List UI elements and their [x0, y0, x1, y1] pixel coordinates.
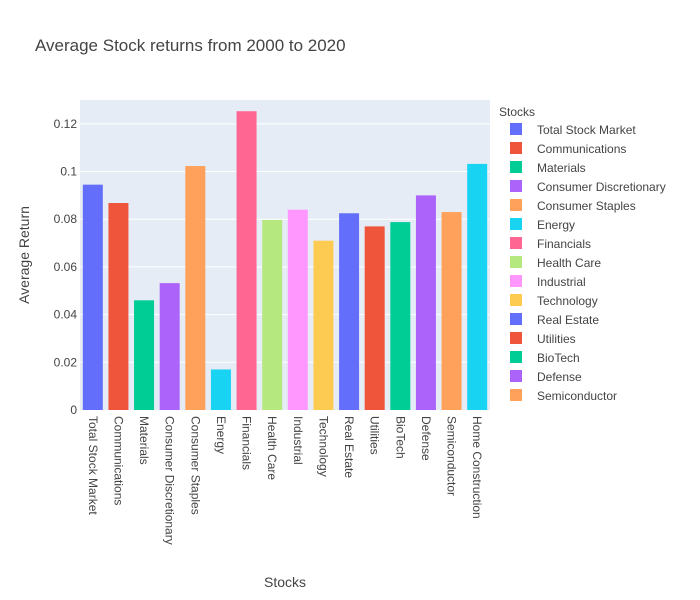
x-tick-label: Utilities: [368, 416, 382, 455]
legend-label: Industrial: [537, 275, 586, 289]
bar: [415, 195, 436, 410]
legend-swatch: [510, 275, 522, 287]
legend-swatch: [510, 351, 522, 363]
legend-label: Technology: [537, 294, 598, 308]
legend-swatch: [510, 313, 522, 325]
bar: [108, 203, 129, 410]
bar: [467, 163, 488, 410]
y-tick-label: 0: [70, 403, 77, 417]
legend-swatch: [510, 332, 522, 344]
legend-label: Materials: [537, 161, 586, 175]
y-tick-label: 0.08: [54, 212, 78, 226]
legend-swatch: [510, 370, 522, 382]
bar: [185, 166, 206, 410]
x-tick-label: Defense: [419, 416, 433, 461]
legend-swatch: [510, 294, 522, 306]
legend-item[interactable]: Real Estate: [510, 313, 599, 327]
bar: [82, 184, 103, 410]
legend-item[interactable]: Total Stock Market: [510, 123, 636, 137]
legend-label: Real Estate: [537, 313, 599, 327]
y-tick-label: 0.1: [60, 165, 77, 179]
legend-item[interactable]: Consumer Staples: [510, 199, 636, 213]
x-axis-ticks: Total Stock Market Communications Material…: [86, 416, 484, 545]
y-tick-label: 0.04: [54, 308, 78, 322]
x-tick-label: Consumer Discretionary: [163, 416, 177, 545]
x-tick-label: Semiconductor: [445, 416, 459, 496]
x-tick-label: Materials: [137, 416, 151, 465]
x-tick-label: Financials: [240, 416, 254, 470]
legend-swatch: [510, 142, 522, 154]
y-tick-label: 0.06: [54, 260, 78, 274]
bar: [441, 212, 462, 410]
bar: [236, 111, 257, 410]
y-tick-label: 0.12: [54, 117, 78, 131]
legend-item[interactable]: Energy: [510, 218, 575, 232]
bar: [159, 283, 180, 410]
legend-swatch: [510, 218, 522, 230]
x-tick-label: Consumer Staples: [188, 416, 202, 515]
legend-swatch: [510, 199, 522, 211]
legend-swatch: [510, 256, 522, 268]
bar: [210, 369, 231, 410]
x-tick-label: BioTech: [393, 416, 407, 459]
bars: [82, 111, 488, 410]
y-tick-label: 0.02: [54, 355, 78, 369]
legend-label: Semiconductor: [537, 389, 617, 403]
bar: [364, 226, 385, 410]
legend-item[interactable]: BioTech: [510, 351, 580, 365]
legend-item[interactable]: Semiconductor: [510, 389, 617, 403]
x-tick-label: Energy: [214, 416, 228, 454]
legend-item[interactable]: Technology: [510, 294, 598, 308]
x-tick-label: Industrial: [291, 416, 305, 465]
legend-item[interactable]: Utilities: [510, 332, 576, 346]
legend-label: Consumer Discretionary: [537, 180, 666, 194]
legend-swatch: [510, 123, 522, 135]
x-axis-title: Stocks: [264, 574, 306, 590]
x-tick-label: Communications: [111, 416, 125, 505]
legend-item[interactable]: Financials: [510, 237, 591, 251]
chart-title: Average Stock returns from 2000 to 2020: [35, 36, 346, 55]
legend-item[interactable]: Defense: [510, 370, 582, 384]
y-axis-ticks: 0 0.02 0.04 0.06 0.08 0.1 0.12: [54, 117, 78, 417]
legend-swatch: [510, 180, 522, 192]
legend-item[interactable]: Materials: [510, 161, 586, 175]
legend-label: Energy: [537, 218, 575, 232]
legend[interactable]: Total Stock Market Communications Material…: [510, 123, 666, 403]
legend-label: Consumer Staples: [537, 199, 636, 213]
bar: [134, 300, 155, 410]
bar: [339, 213, 360, 410]
legend-item[interactable]: Health Care: [510, 256, 601, 270]
bar: [262, 219, 283, 410]
bar: [313, 240, 334, 410]
legend-label: BioTech: [537, 351, 580, 365]
legend-label: Health Care: [537, 256, 601, 270]
x-tick-label: Health Care: [265, 416, 279, 480]
legend-label: Defense: [537, 370, 582, 384]
legend-swatch: [510, 237, 522, 249]
legend-item[interactable]: Communications: [510, 142, 626, 156]
legend-label: Financials: [537, 237, 591, 251]
legend-label: Communications: [537, 142, 626, 156]
legend-swatch: [510, 389, 522, 401]
legend-label: Utilities: [537, 332, 576, 346]
x-tick-label: Real Estate: [342, 416, 356, 478]
legend-label: Total Stock Market: [537, 123, 636, 137]
x-tick-label: Home Construction: [470, 416, 484, 519]
legend-item[interactable]: Industrial: [510, 275, 586, 289]
bar: [390, 222, 411, 410]
legend-swatch: [510, 161, 522, 173]
x-tick-label: Total Stock Market: [86, 416, 100, 515]
x-tick-label: Technology: [316, 416, 330, 477]
bar: [287, 209, 308, 410]
legend-item[interactable]: Consumer Discretionary: [510, 180, 666, 194]
y-axis-title: Average Return: [16, 206, 32, 304]
legend-title: Stocks: [499, 105, 535, 119]
